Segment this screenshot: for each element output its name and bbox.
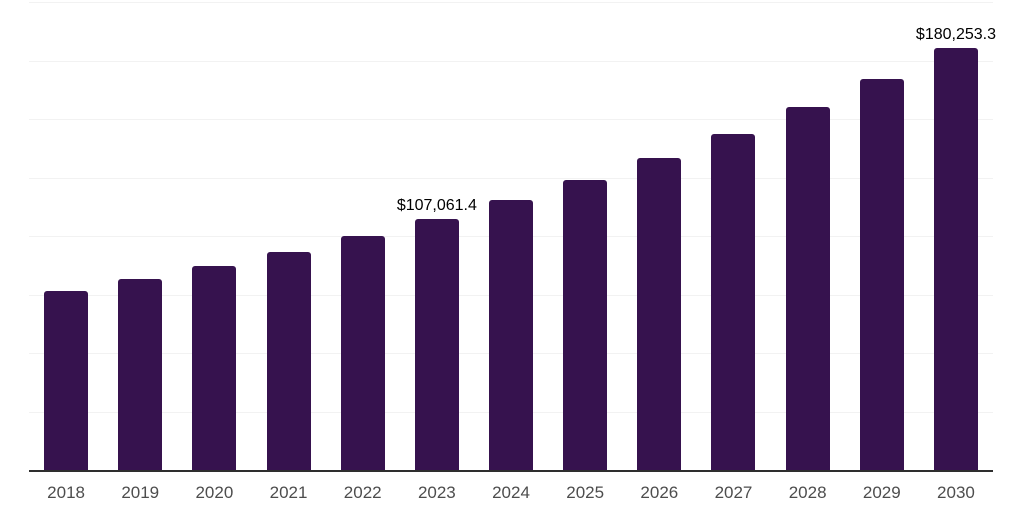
bar-2022 <box>340 235 385 470</box>
gridline <box>29 119 993 120</box>
gridline <box>29 177 993 179</box>
bar-2018 <box>44 291 89 470</box>
x-tick-2022: 2022 <box>343 483 382 502</box>
x-tick-2025: 2025 <box>566 483 605 502</box>
x-tick-2026: 2026 <box>640 483 679 502</box>
bar-column-2023: $107,061.4 <box>396 2 477 470</box>
bar-2021 <box>266 251 311 470</box>
x-tick-2021: 2021 <box>269 483 308 502</box>
bar-2025 <box>563 180 608 470</box>
x-tick-2024: 2024 <box>492 483 530 502</box>
data-label-2030: $180,253.3 <box>915 26 996 44</box>
bar-2029 <box>859 79 904 470</box>
x-tick-2018: 2018 <box>47 483 85 502</box>
data-label-2023: $107,061.4 <box>396 197 477 215</box>
bar-column-2026 <box>622 2 696 470</box>
bar-2019 <box>118 279 163 470</box>
bar-column-2027 <box>696 2 770 470</box>
bar-column-2025 <box>548 2 622 470</box>
bar-column-2021 <box>251 2 325 470</box>
gridline <box>29 2 993 3</box>
bar-2028 <box>785 106 830 470</box>
bar-2023 <box>414 219 459 470</box>
x-tick-2030: 2030 <box>937 483 975 502</box>
bar-2026 <box>637 157 682 470</box>
x-tick-2019: 2019 <box>121 483 160 502</box>
bar-2030 <box>933 48 978 470</box>
gridline <box>29 60 993 62</box>
x-tick-2023: 2023 <box>417 483 456 502</box>
bar-column-2019 <box>103 2 177 470</box>
x-axis-labels: 2018 2019 2020 2021 2022 2023 2024 2025 2026 2027… <box>29 483 993 503</box>
x-tick-2020: 2020 <box>195 483 234 502</box>
bar-column-2029 <box>845 2 919 470</box>
x-tick-2029: 2029 <box>862 483 901 502</box>
bar-column-2018 <box>29 2 103 470</box>
bar-column-2020 <box>177 2 251 470</box>
bars: $107,061.4 $180,253.3 <box>29 2 996 470</box>
bar-2027 <box>711 133 756 470</box>
bar-2020 <box>192 265 237 470</box>
bar-column-2030: $180,253.3 <box>915 2 996 470</box>
x-tick-2028: 2028 <box>788 483 827 502</box>
bar-2024 <box>489 200 534 470</box>
bar-column-2028 <box>771 2 845 470</box>
x-tick-2027: 2027 <box>714 483 753 502</box>
bar-column-2024 <box>474 2 548 470</box>
bar-column-2022 <box>326 2 400 470</box>
plot-area: $107,061.4 $180,253.3 <box>29 2 996 472</box>
